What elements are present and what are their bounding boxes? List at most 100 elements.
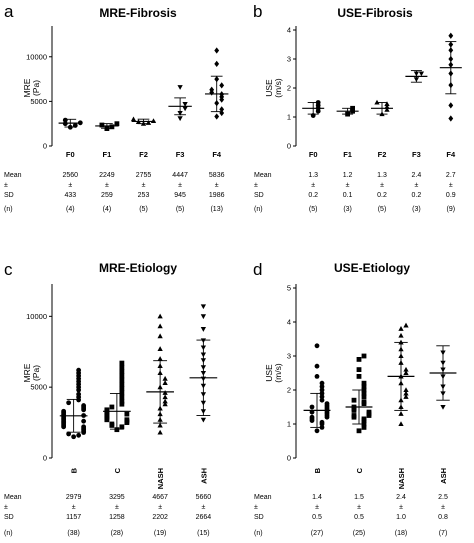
data-point — [81, 424, 87, 430]
mean-value: 2249 — [99, 172, 115, 179]
data-point — [162, 375, 168, 381]
data-point — [214, 47, 220, 54]
data-point — [162, 394, 168, 400]
category-label: F3 — [412, 150, 421, 159]
data-point — [403, 322, 409, 328]
sd-value: 0.5 — [312, 514, 322, 521]
mean-value: 2.5 — [438, 494, 448, 501]
n-value: (7) — [439, 530, 448, 537]
plus-minus: ± — [399, 504, 403, 511]
y-axis-label: MRE — [22, 363, 32, 382]
data-point — [99, 122, 105, 128]
data-point — [157, 429, 163, 435]
mean-value: 2.4 — [396, 494, 406, 501]
n-value: (38) — [67, 530, 79, 537]
mean-value: 2979 — [66, 494, 82, 501]
plus-minus: ± — [346, 182, 350, 189]
mean-value: 1.5 — [354, 494, 364, 501]
n-value: (13) — [210, 206, 222, 213]
data-point — [366, 409, 372, 415]
plus-minus: ± — [201, 504, 205, 511]
data-point — [104, 407, 110, 413]
data-point — [119, 398, 125, 404]
mean-value: 2.7 — [446, 172, 456, 179]
sd-value: 433 — [64, 192, 76, 199]
data-point — [119, 394, 125, 400]
sd-value: 259 — [101, 192, 113, 199]
data-point — [351, 397, 357, 403]
data-point — [124, 411, 130, 417]
plot-c: 0 5000 10000 MRE (Pa) B C NASH ASH Mean 2979 3295 46… — [4, 284, 218, 537]
sd-value: 2202 — [152, 514, 168, 521]
n-value: (3) — [412, 206, 421, 213]
data-point — [319, 387, 325, 393]
mean-value: 4447 — [172, 172, 188, 179]
sd-value: 0.2 — [412, 192, 422, 199]
category-label: F2 — [139, 150, 148, 159]
data-point — [71, 434, 77, 440]
panel-letter-b: b — [253, 2, 262, 21]
data-point — [200, 304, 207, 310]
data-point — [319, 419, 325, 425]
data-point — [214, 113, 220, 120]
y-tick-label: 3 — [287, 352, 291, 361]
data-point — [361, 380, 367, 386]
plot-b: 0 1 2 3 4 USE (m/s) F0 F1 F2 F3 F4 Mean 1.3 1.2 1.3 2.4 2… — [254, 26, 462, 213]
n-value: (4) — [103, 206, 112, 213]
data-point — [119, 381, 125, 387]
category-label: F4 — [446, 150, 456, 159]
data-point — [403, 390, 409, 396]
stat-row-label: Mean — [254, 172, 272, 179]
sd-value: 1157 — [66, 514, 81, 521]
sd-value: 0.5 — [354, 514, 364, 521]
y-tick-label: 0 — [287, 142, 291, 151]
n-value: (5) — [139, 206, 148, 213]
data-point — [119, 424, 125, 430]
data-point — [76, 432, 82, 438]
panel-a: a MRE-Fibrosis 0 5000 10000 MRE (Pa) F0 F1 F2 F3… — [4, 2, 229, 213]
data-point — [361, 353, 367, 359]
sd-value: 1258 — [109, 514, 125, 521]
sd-value: 0.2 — [377, 192, 387, 199]
data-point — [81, 403, 87, 408]
sd-value: 2664 — [196, 514, 212, 521]
data-point — [182, 106, 188, 112]
y-tick-label: 2 — [287, 84, 291, 93]
data-point — [361, 425, 367, 430]
data-point — [314, 374, 320, 379]
data-point — [119, 386, 125, 391]
panel-c: c MRE-Etiology 0 5000 10000 MRE (Pa) B C NASH AS… — [4, 260, 218, 537]
panel-d: d USE-Etiology 0 1 2 3 4 5 USE (m/s) B C NASH ASH Me… — [253, 260, 457, 537]
data-point — [114, 121, 120, 127]
category-label: ASH — [439, 468, 448, 484]
data-point — [219, 106, 225, 113]
data-point — [182, 102, 188, 107]
data-point — [157, 346, 163, 351]
data-point — [314, 343, 320, 349]
n-value: (27) — [311, 530, 323, 537]
data-point — [356, 428, 362, 434]
data-point — [109, 421, 115, 427]
data-point — [403, 394, 409, 399]
y-axis-unit: (m/s) — [273, 78, 283, 98]
sd-value: 1.0 — [396, 514, 406, 521]
y-tick-label: 4 — [287, 318, 291, 327]
plus-minus: ± — [158, 504, 162, 511]
y-tick-label: 1 — [287, 113, 291, 122]
category-label: F1 — [103, 150, 112, 159]
n-value: (5) — [176, 206, 185, 213]
data-point — [448, 102, 454, 109]
mean-value: 2560 — [63, 172, 79, 179]
y-axis-unit: (Pa) — [31, 80, 41, 96]
y-axis-label: USE — [264, 79, 274, 97]
data-point — [309, 414, 315, 420]
plus-minus: ± — [449, 182, 453, 189]
n-value: (25) — [353, 530, 365, 537]
data-point — [119, 369, 125, 374]
category-label: F0 — [66, 150, 75, 159]
y-tick-label: 5000 — [30, 97, 47, 106]
mean-value: 1.3 — [308, 172, 318, 179]
mean-value: 1.2 — [343, 172, 353, 179]
y-tick-label: 10000 — [26, 312, 47, 321]
